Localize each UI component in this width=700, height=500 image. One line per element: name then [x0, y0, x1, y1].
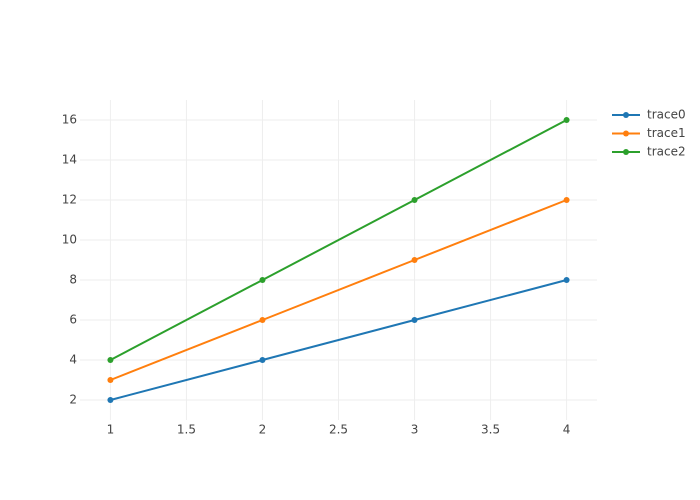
series-line [109, 119, 568, 361]
y-tick-label: 6 [69, 313, 77, 327]
data-point [411, 257, 418, 263]
y-tick-label: 16 [62, 113, 77, 127]
data-point [411, 197, 418, 203]
data-point [563, 197, 570, 203]
legend-label: trace0 [647, 108, 686, 122]
x-tick-label: 1.5 [177, 423, 196, 437]
data-point [259, 277, 266, 283]
data-point [411, 317, 418, 323]
y-tick-label: 8 [69, 273, 77, 287]
legend-marker [623, 149, 629, 155]
legend-item: trace0 [612, 108, 686, 122]
x-tick-label: 2 [259, 423, 267, 437]
legend-item: trace1 [612, 126, 686, 140]
data-point [259, 317, 266, 323]
series-line [110, 279, 567, 401]
x-tick-label: 2.5 [329, 423, 348, 437]
legend-marker [623, 112, 629, 118]
data-point [107, 357, 114, 363]
y-tick-label: 4 [69, 353, 77, 367]
legend-label: trace1 [647, 126, 686, 140]
legend-label: trace2 [647, 145, 686, 159]
x-tick-label: 3 [411, 423, 419, 437]
data-point [563, 117, 570, 123]
y-tick-label: 12 [62, 193, 77, 207]
data-point [107, 397, 114, 403]
x-tick-label: 3.5 [481, 423, 500, 437]
series-line [110, 199, 567, 381]
data-point [563, 277, 570, 283]
y-tick-label: 2 [69, 393, 77, 407]
legend-marker [623, 130, 629, 137]
y-tick-label: 14 [62, 153, 77, 167]
y-tick-label: 10 [62, 233, 77, 247]
data-point [259, 357, 266, 363]
x-tick-label: 1 [107, 423, 115, 437]
legend-item: trace2 [612, 145, 686, 159]
x-tick-label: 4 [563, 423, 571, 437]
data-point [107, 377, 114, 383]
